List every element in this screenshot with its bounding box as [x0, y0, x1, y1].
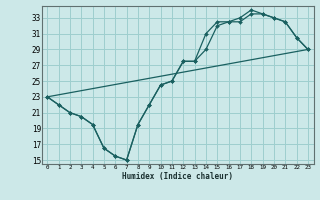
- X-axis label: Humidex (Indice chaleur): Humidex (Indice chaleur): [122, 172, 233, 181]
